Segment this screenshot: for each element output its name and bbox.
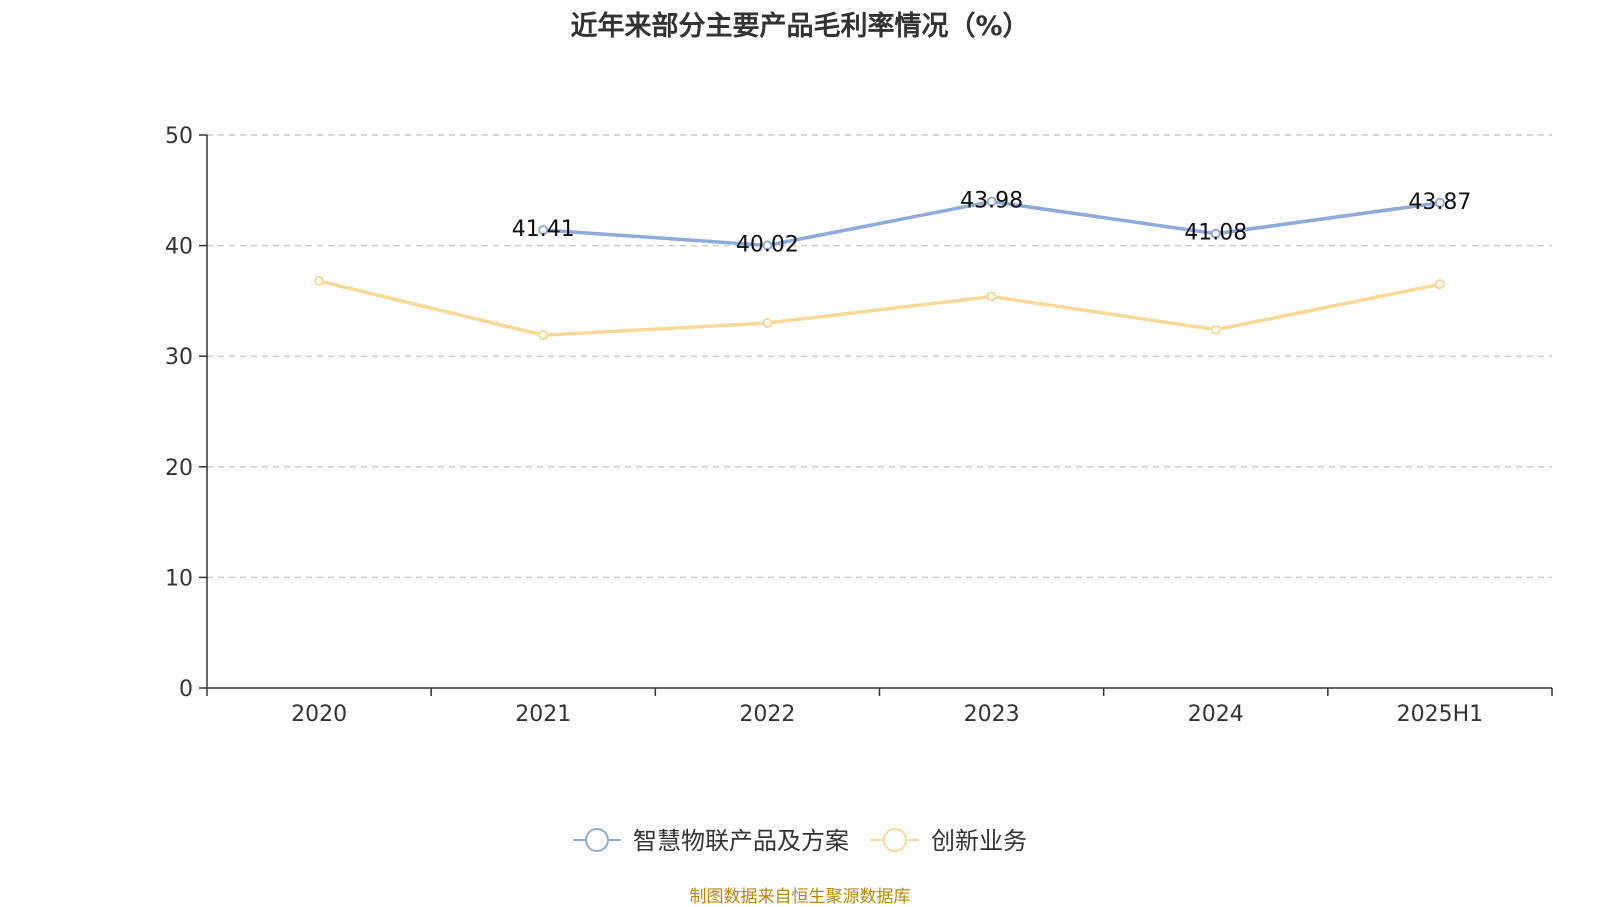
- axes: 0 10 20 30 40 50 2020 2021 2022 2023 2024 2025H1: [165, 124, 1553, 727]
- legend-label: 智慧物联产品及方案: [633, 827, 849, 855]
- data-point[interactable]: [1210, 228, 1221, 239]
- data-point[interactable]: [314, 275, 325, 286]
- x-tick-label: 2024: [1188, 702, 1244, 727]
- legend-label: 创新业务: [931, 827, 1027, 855]
- x-tick-label: 2023: [964, 702, 1020, 727]
- data-label: 43.87: [1408, 190, 1471, 215]
- data-point[interactable]: [1210, 324, 1221, 335]
- data-label: 41.08: [1184, 221, 1247, 246]
- data-point[interactable]: [762, 318, 773, 329]
- y-tick-label: 10: [165, 566, 193, 591]
- y-tick-label: 40: [165, 235, 193, 260]
- x-tick-label: 2020: [291, 702, 347, 727]
- data-label: 43.98: [960, 189, 1023, 214]
- data-point[interactable]: [538, 330, 549, 341]
- data-point[interactable]: [762, 240, 773, 251]
- legend[interactable]: 智慧物联产品及方案 创新业务: [573, 827, 1027, 855]
- data-point[interactable]: [538, 225, 549, 236]
- legend-marker: [585, 828, 609, 852]
- data-point[interactable]: [986, 291, 997, 302]
- y-tick-label: 20: [165, 456, 193, 481]
- grid-lines: [207, 134, 1552, 579]
- legend-item-2[interactable]: 创新业务: [871, 827, 1027, 855]
- legend-item-1[interactable]: 智慧物联产品及方案: [573, 827, 849, 855]
- y-tick-label: 30: [165, 345, 193, 370]
- x-tick-label: 2021: [515, 702, 571, 727]
- data-point[interactable]: [1434, 197, 1445, 208]
- series-group: 41.41 40.02 43.98 41.08 43.87: [314, 189, 1472, 341]
- y-tick-label: 0: [179, 677, 193, 702]
- series-1: 41.41 40.02 43.98 41.08 43.87: [512, 189, 1472, 258]
- legend-marker: [883, 828, 907, 852]
- x-tick-label: 2025H1: [1397, 702, 1484, 727]
- series-line: [318, 279, 1441, 337]
- x-tick-label: 2022: [739, 702, 795, 727]
- chart-title: 近年来部分主要产品毛利率情况（%）: [570, 11, 1030, 42]
- data-point[interactable]: [986, 196, 997, 207]
- data-label: 40.02: [736, 232, 799, 257]
- data-label: 41.41: [512, 217, 575, 242]
- source-note: 制图数据来自恒生聚源数据库: [689, 887, 911, 907]
- data-point[interactable]: [1434, 279, 1445, 290]
- series-2: [314, 275, 1445, 341]
- y-tick-label: 50: [165, 124, 193, 149]
